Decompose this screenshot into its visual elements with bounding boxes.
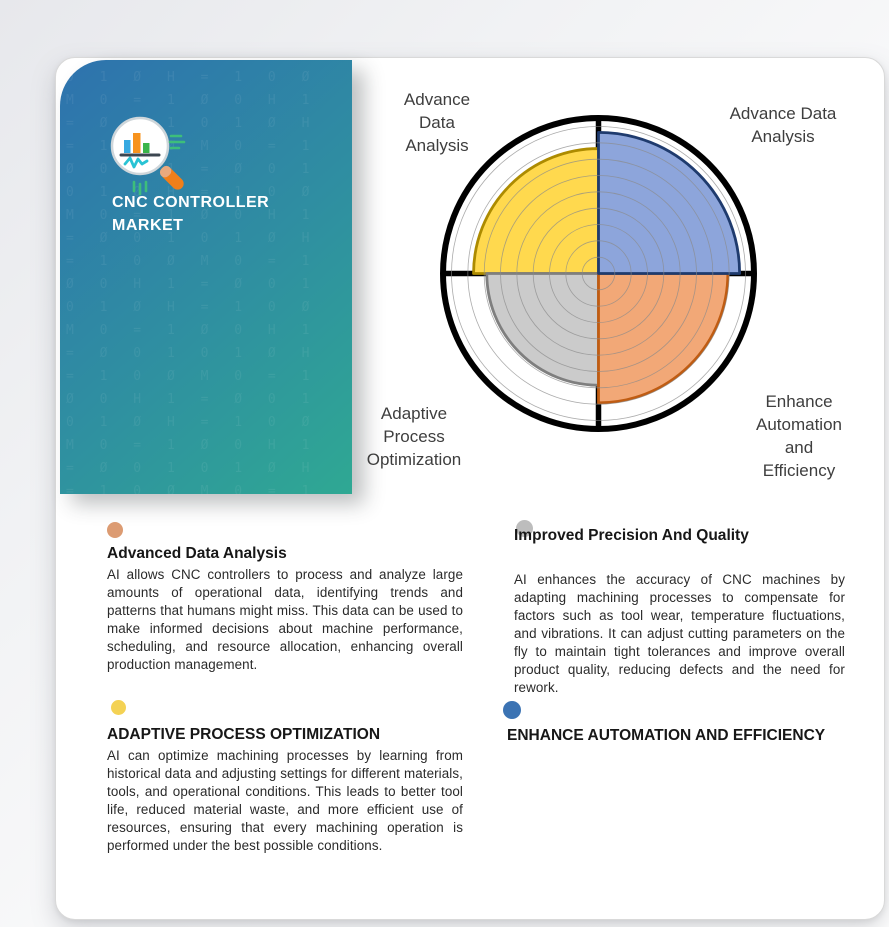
legend-dot-blue <box>503 701 521 719</box>
info-body: AI enhances the accuracy of CNC machines… <box>514 572 845 695</box>
magnifier-handle <box>159 165 184 190</box>
chart-segment-bottom-right <box>597 272 730 405</box>
bar-green <box>143 143 150 153</box>
info-heading: Advanced Data Analysis <box>107 545 287 562</box>
chart-label-top-right: Advance Data Analysis <box>729 104 837 146</box>
info-block-enhance-automation-and-efficiency: ENHANCE AUTOMATION AND EFFICIENCY <box>503 701 857 745</box>
bar-blue <box>124 140 131 153</box>
chart-label-bottom-right: Enhance Automation and Efficiency <box>756 392 842 480</box>
legend-dot-yellow <box>111 700 126 715</box>
pulse-line <box>123 156 149 169</box>
page-title-line2: MARKET <box>112 217 184 234</box>
card-texture-pattern: 0 1 Ø H = 1 0 Ø M 0 = 1 Ø 0 H 1 = Ø 0 1 … <box>66 70 319 494</box>
info-heading: ENHANCE AUTOMATION AND EFFICIENCY <box>507 727 826 744</box>
chart-segment-top-left <box>472 147 600 275</box>
chart-label-bottom-left: Adaptive Process Optimization <box>366 404 462 469</box>
quadrant-polar-chart <box>440 115 757 432</box>
chart-segment-top-right <box>597 130 742 275</box>
info-block-adaptive-process-optimization: ADAPTIVE PROCESS OPTIMIZATION AI can opt… <box>107 694 463 855</box>
info-heading: Improved Precision And Quality <box>514 527 749 544</box>
legend-dot-orange <box>107 522 123 538</box>
info-body: AI can optimize machining processes by l… <box>107 748 463 853</box>
chart-segment-bottom-left <box>485 272 600 387</box>
legend-dot-gray <box>516 520 533 537</box>
info-heading: ADAPTIVE PROCESS OPTIMIZATION <box>107 726 381 743</box>
info-block-advanced-data-analysis: Advanced Data Analysis AI allows CNC con… <box>107 520 463 674</box>
info-block-improved-precision-and-quality: Improved Precision And Quality AI enhanc… <box>514 519 845 697</box>
market-analysis-magnifier-icon <box>110 116 186 196</box>
chart-label-top-left: Advance Data Analysis <box>403 90 471 155</box>
brand-card: 0 1 Ø H = 1 0 Ø M 0 = 1 Ø 0 H 1 = Ø 0 1 … <box>60 60 352 494</box>
page-title: CNC CONTROLLER MARKET <box>112 191 269 237</box>
page-title-line1: CNC CONTROLLER <box>112 194 270 211</box>
info-body: AI allows CNC controllers to process and… <box>107 567 463 672</box>
bar-orange <box>133 133 141 153</box>
